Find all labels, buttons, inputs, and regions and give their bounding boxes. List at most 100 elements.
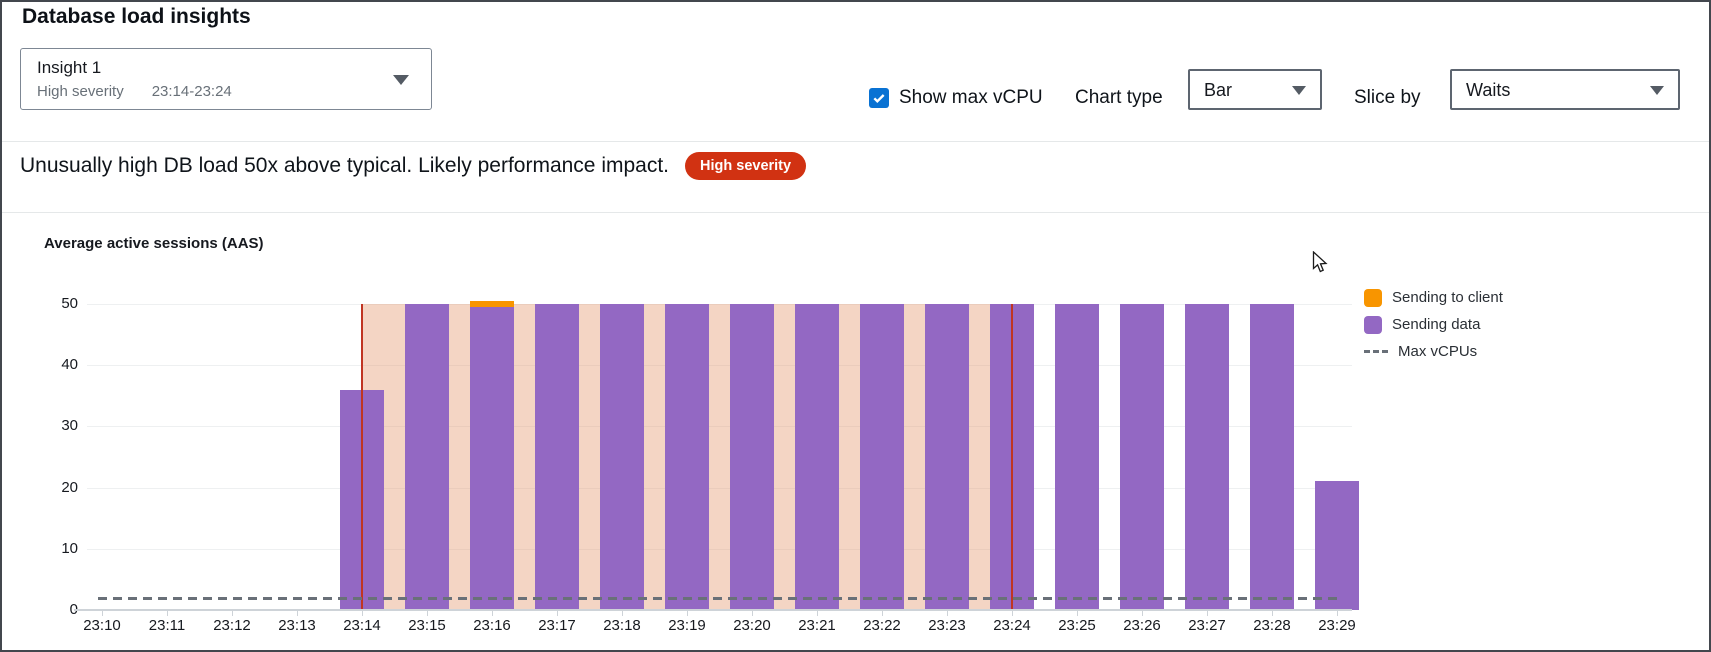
bar-segment-sending-data[interactable] bbox=[470, 307, 514, 610]
slice-by-value: Waits bbox=[1466, 80, 1511, 100]
x-axis-label: 23:16 bbox=[473, 617, 511, 634]
x-axis-label: 23:14 bbox=[343, 617, 381, 634]
bar-segment-sending-data[interactable] bbox=[795, 304, 839, 610]
x-axis-label: 23:22 bbox=[863, 617, 901, 634]
x-axis-label: 23:17 bbox=[538, 617, 576, 634]
legend-item[interactable]: Sending data bbox=[1364, 315, 1503, 334]
axis-tick bbox=[882, 611, 883, 616]
grid-line bbox=[87, 426, 1352, 428]
max-vcpus-line bbox=[98, 596, 1342, 600]
x-axis-label: 23:18 bbox=[603, 617, 641, 634]
chevron-down-icon bbox=[1650, 86, 1664, 95]
axis-tick bbox=[752, 611, 753, 616]
chart-title: Average active sessions (AAS) bbox=[44, 235, 264, 252]
show-max-vcpu-checkbox[interactable] bbox=[869, 88, 889, 108]
y-axis-label: 40 bbox=[61, 356, 78, 374]
legend-swatch bbox=[1364, 288, 1382, 307]
y-axis-label: 30 bbox=[61, 417, 78, 435]
axis-tick bbox=[102, 611, 103, 616]
insight-severity: High severity bbox=[37, 83, 124, 100]
x-axis-label: 23:12 bbox=[213, 617, 251, 634]
axis-tick bbox=[817, 611, 818, 616]
show-max-vcpu-label: Show max vCPU bbox=[899, 87, 1043, 108]
anomaly-boundary-line bbox=[1011, 304, 1013, 610]
anomaly-boundary-line bbox=[361, 304, 363, 610]
axis-tick bbox=[232, 611, 233, 616]
axis-tick bbox=[622, 611, 623, 616]
grid-line bbox=[87, 548, 1352, 550]
bar-segment-sending-data[interactable] bbox=[600, 304, 644, 610]
page-title: Database load insights bbox=[22, 5, 251, 28]
check-icon bbox=[873, 94, 885, 104]
chart-legend: Sending to client Sending data Max vCPUs bbox=[1364, 288, 1503, 361]
grid-line bbox=[87, 487, 1352, 489]
x-axis-line bbox=[74, 609, 1352, 611]
x-axis-label: 23:25 bbox=[1058, 617, 1096, 634]
bar-segment-sending-data[interactable] bbox=[1185, 304, 1229, 610]
chart-type-select[interactable]: Bar bbox=[1188, 69, 1322, 110]
axis-tick bbox=[1272, 611, 1273, 616]
bar-segment-sending-data[interactable] bbox=[1120, 304, 1164, 610]
legend-label: Sending to client bbox=[1392, 289, 1503, 306]
x-axis-label: 23:15 bbox=[408, 617, 446, 634]
severity-badge: High severity bbox=[685, 152, 807, 180]
legend-item[interactable]: Sending to client bbox=[1364, 288, 1503, 307]
axis-tick bbox=[362, 611, 363, 616]
axis-tick bbox=[492, 611, 493, 616]
dashed-line-icon bbox=[1364, 350, 1388, 353]
divider bbox=[2, 141, 1709, 142]
axis-tick bbox=[427, 611, 428, 616]
bar-segment-sending-data[interactable] bbox=[860, 304, 904, 610]
x-axis-label: 23:11 bbox=[148, 617, 186, 634]
x-axis-label: 23:24 bbox=[993, 617, 1031, 634]
axis-tick bbox=[297, 611, 298, 616]
bar-segment-sending-data[interactable] bbox=[535, 304, 579, 610]
axis-tick bbox=[557, 611, 558, 616]
axis-tick bbox=[687, 611, 688, 616]
y-axis-label: 10 bbox=[61, 539, 78, 557]
y-axis-label: 0 bbox=[30, 601, 78, 618]
axis-tick bbox=[167, 611, 168, 616]
legend-swatch bbox=[1364, 315, 1382, 334]
x-axis-label: 23:19 bbox=[668, 617, 706, 634]
bar-segment-sending-to-client[interactable] bbox=[470, 300, 514, 308]
x-axis-label: 23:13 bbox=[278, 617, 316, 634]
bar-segment-sending-data[interactable] bbox=[1250, 304, 1294, 610]
x-axis-label: 23:21 bbox=[798, 617, 836, 634]
x-axis-label: 23:20 bbox=[733, 617, 771, 634]
axis-tick bbox=[1142, 611, 1143, 616]
chevron-down-icon bbox=[1292, 86, 1306, 95]
axis-tick bbox=[1337, 611, 1338, 616]
bar-segment-sending-data[interactable] bbox=[730, 304, 774, 610]
chart-type-label: Chart type bbox=[1075, 87, 1163, 108]
axis-tick bbox=[1012, 611, 1013, 616]
divider bbox=[2, 212, 1709, 213]
y-axis-label: 50 bbox=[61, 295, 78, 312]
legend-item[interactable]: Max vCPUs bbox=[1364, 342, 1503, 361]
bar-segment-sending-data[interactable] bbox=[405, 304, 449, 610]
grid-line bbox=[87, 304, 1352, 305]
x-axis-label: 23:28 bbox=[1253, 617, 1291, 634]
axis-tick bbox=[1077, 611, 1078, 616]
axis-tick bbox=[947, 611, 948, 616]
legend-label: Max vCPUs bbox=[1398, 343, 1478, 360]
insight-message: Unusually high DB load 50x above typical… bbox=[20, 154, 670, 177]
bar-segment-sending-data[interactable] bbox=[665, 304, 709, 610]
x-axis-label: 23:23 bbox=[928, 617, 966, 634]
x-axis-label: 23:26 bbox=[1123, 617, 1161, 634]
bar-segment-sending-data[interactable] bbox=[1055, 304, 1099, 610]
insight-selector-dropdown[interactable]: Insight 1 High severity 23:14-23:24 bbox=[20, 48, 432, 110]
chevron-down-icon bbox=[393, 75, 409, 85]
bar-segment-sending-data[interactable] bbox=[1315, 481, 1359, 610]
chart-type-value: Bar bbox=[1204, 80, 1233, 100]
grid-line bbox=[87, 365, 1352, 367]
slice-by-select[interactable]: Waits bbox=[1450, 69, 1680, 110]
bar-segment-sending-data[interactable] bbox=[925, 304, 969, 610]
axis-tick bbox=[1207, 611, 1208, 616]
x-axis-label: 23:27 bbox=[1188, 617, 1226, 634]
x-axis-label: 23:10 bbox=[83, 617, 121, 634]
legend-label: Sending data bbox=[1392, 316, 1481, 333]
insight-time-range: 23:14-23:24 bbox=[151, 83, 232, 100]
